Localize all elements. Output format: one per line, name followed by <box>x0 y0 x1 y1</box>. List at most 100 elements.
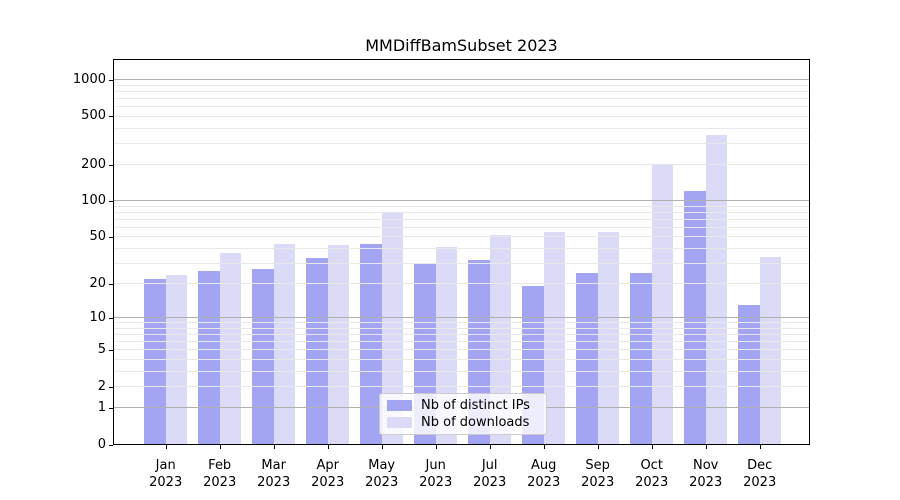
gridline-minor <box>114 91 809 93</box>
bar <box>738 305 760 444</box>
y-tick-label: 2 <box>97 378 106 394</box>
plot-area <box>113 59 810 445</box>
x-tick-label: May 2023 <box>365 458 399 490</box>
y-tick-mark <box>109 283 113 285</box>
x-tick-mark <box>165 445 167 449</box>
y-tick-mark <box>109 444 113 446</box>
gridline-minor <box>114 328 809 330</box>
y-tick-label: 5 <box>97 341 106 357</box>
x-tick-label: Jan 2023 <box>149 458 183 490</box>
y-tick-label: 1000 <box>72 71 106 87</box>
chart-title: MMDiffBamSubset 2023 <box>365 36 558 55</box>
x-tick-label: Aug 2023 <box>527 458 561 490</box>
y-tick-label: 200 <box>81 156 106 172</box>
x-tick-label: Sep 2023 <box>581 458 615 490</box>
gridline-minor <box>114 349 809 351</box>
gridline-minor <box>114 262 809 264</box>
x-tick-label: Dec 2023 <box>743 458 777 490</box>
y-tick-mark <box>109 317 113 319</box>
legend-label: Nb of distinct IPs <box>421 398 530 413</box>
legend: Nb of distinct IPs Nb of downloads <box>379 393 547 435</box>
x-tick-mark <box>435 445 437 449</box>
bar <box>144 279 166 444</box>
gridline-minor <box>114 164 809 166</box>
y-tick-mark <box>109 236 113 238</box>
x-tick-mark <box>759 445 761 449</box>
bar <box>489 234 512 444</box>
gridline-minor <box>114 334 809 336</box>
x-tick-mark <box>597 445 599 449</box>
bar <box>198 270 220 444</box>
y-tick-mark <box>109 79 113 81</box>
x-tick-label: Mar 2023 <box>257 458 291 490</box>
gridline-minor <box>114 205 809 207</box>
gridline-minor <box>114 98 809 100</box>
gridline-minor <box>114 283 809 285</box>
bar <box>360 243 382 444</box>
bar <box>576 272 598 444</box>
x-tick-label: Jul 2023 <box>473 458 507 490</box>
bar <box>630 272 652 444</box>
bar <box>543 232 566 444</box>
y-tick-mark <box>109 386 113 388</box>
y-tick-label: 20 <box>89 275 106 291</box>
gridline-major <box>114 79 809 81</box>
bar <box>327 244 350 444</box>
legend-swatch-downloads <box>387 417 412 428</box>
gridline-minor <box>114 236 809 238</box>
x-tick-mark <box>327 445 329 449</box>
bar <box>381 211 404 444</box>
x-tick-label: Oct 2023 <box>635 458 669 490</box>
y-tick-mark <box>109 116 113 118</box>
gridline-minor <box>114 247 809 249</box>
y-tick-mark <box>109 200 113 202</box>
x-tick-mark <box>705 445 707 449</box>
bar <box>705 135 728 444</box>
gridline-minor <box>114 219 809 221</box>
gridline-minor <box>114 106 809 108</box>
x-tick-label: Apr 2023 <box>311 458 345 490</box>
y-tick-label: 10 <box>89 309 106 325</box>
gridline-minor <box>114 212 809 214</box>
gridline-minor <box>114 142 809 144</box>
legend-item: Nb of distinct IPs <box>387 397 540 414</box>
gridline-minor <box>114 322 809 324</box>
y-tick-mark <box>109 407 113 409</box>
x-tick-label: Feb 2023 <box>203 458 237 490</box>
legend-item: Nb of downloads <box>387 414 540 431</box>
gridline-minor <box>114 115 809 117</box>
gridline-minor <box>114 386 809 387</box>
bar <box>306 258 328 444</box>
bar <box>273 243 296 444</box>
legend-label: Nb of downloads <box>421 415 530 430</box>
y-tick-mark <box>109 349 113 351</box>
x-tick-mark <box>651 445 653 449</box>
bar <box>684 190 706 444</box>
gridline-minor <box>114 370 809 372</box>
bar <box>597 232 620 444</box>
legend-swatch-distinct-ips <box>387 400 412 411</box>
x-tick-mark <box>219 445 221 449</box>
bar <box>252 268 274 444</box>
x-tick-label: Nov 2023 <box>689 458 723 490</box>
y-tick-label: 0 <box>97 436 106 452</box>
gridline-minor <box>114 127 809 129</box>
bar <box>651 164 674 444</box>
gridline-minor <box>114 84 809 86</box>
y-tick-label: 100 <box>81 192 106 208</box>
plot-inner <box>114 60 809 444</box>
bar <box>219 252 242 444</box>
x-tick-mark <box>489 445 491 449</box>
gridline-minor <box>114 359 809 361</box>
gridline-minor <box>114 341 809 343</box>
gridline-minor <box>114 227 809 229</box>
y-tick-mark <box>109 164 113 166</box>
y-tick-label: 500 <box>81 108 106 124</box>
bar <box>759 256 782 444</box>
x-tick-mark <box>543 445 545 449</box>
y-tick-label: 1 <box>97 399 106 415</box>
x-tick-mark <box>381 445 383 449</box>
gridline-major <box>114 317 809 319</box>
gridline-major <box>114 200 809 202</box>
